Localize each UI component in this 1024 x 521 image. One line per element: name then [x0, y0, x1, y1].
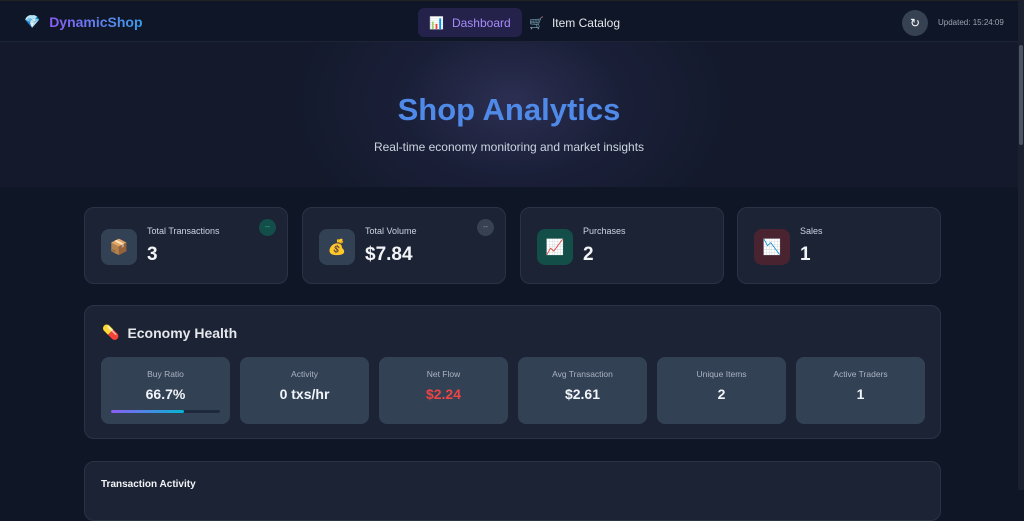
panel-title: Economy Health: [127, 324, 238, 341]
metric-value: 1: [856, 386, 865, 402]
metric-value: $2.24: [425, 386, 462, 402]
package-icon: 📦: [101, 229, 137, 265]
chart-down-icon: 📉: [754, 229, 790, 265]
refresh-icon: ↻: [909, 16, 921, 30]
metric-label: Activity: [291, 369, 318, 379]
updated-timestamp: Updated: 15:24:09: [938, 18, 1004, 27]
stat-value: 2: [583, 244, 594, 265]
metric-active-traders: Active Traders 1: [796, 357, 925, 424]
metric-label: Avg Transaction: [552, 369, 613, 379]
metric-activity: Activity 0 txs/hr: [240, 357, 369, 424]
trend-badge: --: [477, 219, 494, 236]
metric-label: Active Traders: [833, 369, 888, 379]
stat-card-purchases: 📈 Purchases 2: [520, 207, 724, 284]
stat-label: Total Transactions: [147, 226, 220, 236]
chart-up-icon: 📈: [537, 229, 573, 265]
diamond-icon: 💎: [24, 14, 41, 29]
stat-card-total-volume: 💰 Total Volume $7.84 --: [302, 207, 506, 284]
metric-label: Buy Ratio: [147, 369, 184, 379]
stat-label: Total Volume: [365, 226, 417, 236]
stat-value: $7.84: [365, 244, 413, 265]
metric-label: Net Flow: [426, 369, 461, 379]
metric-net-flow: Net Flow $2.24: [379, 357, 508, 424]
economy-health-panel: 💊 Economy Health Buy Ratio 66.7% Activity…: [84, 305, 941, 439]
buy-ratio-progress: [111, 410, 220, 413]
scrollbar[interactable]: [1018, 0, 1024, 490]
metric-buy-ratio: Buy Ratio 66.7%: [101, 357, 230, 424]
stat-value: 1: [800, 244, 811, 265]
scrollbar-thumb[interactable]: [1019, 45, 1023, 145]
panel-title: Transaction Activity: [101, 479, 196, 490]
trend-badge: --: [259, 219, 276, 236]
refresh-button[interactable]: ↻: [902, 10, 928, 36]
metric-value: 66.7%: [145, 386, 186, 402]
page-subtitle: Real-time economy monitoring and market …: [373, 140, 645, 154]
page-title: Shop Analytics: [397, 92, 621, 127]
metric-label: Unique Items: [696, 369, 747, 379]
brand-name: DynamicShop: [49, 14, 143, 30]
tab-label: Dashboard: [451, 15, 511, 30]
money-bag-icon: 💰: [319, 229, 355, 265]
tab-item-catalog[interactable]: 🛒 Item Catalog: [518, 8, 631, 37]
stat-label: Sales: [800, 226, 823, 236]
tab-label: Item Catalog: [551, 15, 620, 30]
pill-icon: 💊: [102, 324, 120, 340]
stat-label: Purchases: [583, 226, 626, 236]
brand[interactable]: 💎 DynamicShop: [24, 14, 143, 30]
chart-icon: 📊: [429, 15, 444, 30]
stat-card-total-transactions: 📦 Total Transactions 3 --: [84, 207, 288, 284]
progress-fill: [111, 410, 184, 413]
metric-value: 0 txs/hr: [279, 386, 330, 402]
metric-value: 2: [717, 386, 726, 402]
metric-unique-items: Unique Items 2: [657, 357, 786, 424]
top-nav: 💎 DynamicShop 📊 Dashboard 🛒 Item Catalog…: [0, 0, 1018, 42]
metric-value: $2.61: [564, 386, 601, 402]
hero: Shop Analytics Real-time economy monitor…: [0, 42, 1018, 187]
stat-card-sales: 📉 Sales 1: [737, 207, 941, 284]
tab-dashboard[interactable]: 📊 Dashboard: [418, 8, 522, 37]
transaction-activity-panel: Transaction Activity: [84, 461, 941, 521]
stat-value: 3: [147, 244, 158, 265]
metric-avg-transaction: Avg Transaction $2.61: [518, 357, 647, 424]
cart-icon: 🛒: [529, 15, 544, 30]
